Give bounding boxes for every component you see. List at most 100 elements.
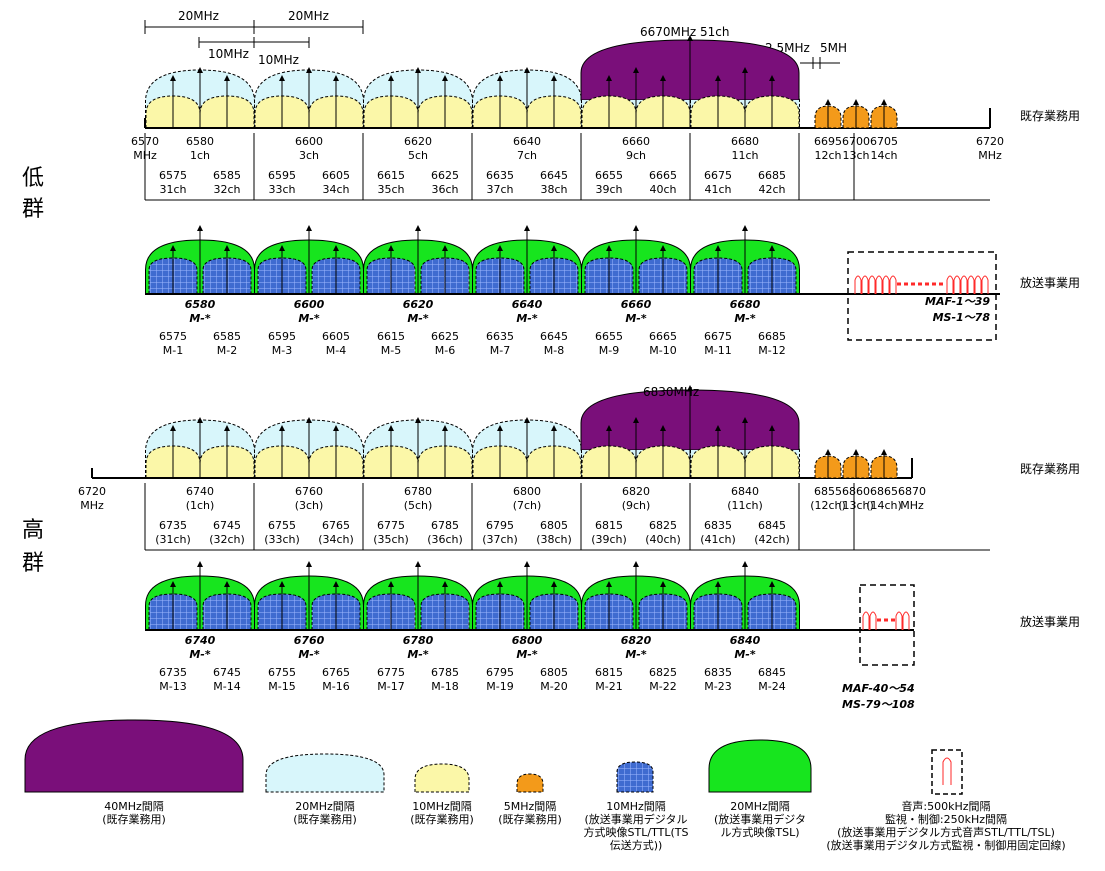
sub-m-9: M-22 [649, 680, 676, 693]
box-line-1: MS-1～78 [933, 311, 991, 324]
sub-ch-8: (39ch) [591, 533, 627, 546]
sub-freq-9: 6825 [649, 666, 677, 679]
sub-freq-3: 6765 [322, 519, 350, 532]
sub-m-8: M-21 [595, 680, 622, 693]
start-unit: MHz [133, 149, 157, 162]
main-freq-4: 6820 [621, 634, 652, 647]
sub-freq-1: 6745 [213, 666, 241, 679]
sub-freq-1: 6585 [213, 169, 241, 182]
low-broadcast-spectrum: 6580M-*6600M-*6620M-*6640M-*6660M-*6680M… [145, 228, 1000, 357]
main-freq-1: 6600 [294, 298, 325, 311]
end-freq: 6870 [898, 485, 926, 498]
legend-audio-peak [943, 758, 951, 785]
sub-freq-7: 6645 [540, 169, 568, 182]
sub-freq-11: 6685 [758, 169, 786, 182]
sub-ch-6: (37ch) [482, 533, 518, 546]
main-freq-2: 6780 [403, 634, 434, 647]
sub-ch-9: 40ch [649, 183, 676, 196]
measure-10mhz-right: 10MHz [258, 53, 299, 67]
small-ch-1: 13ch [842, 149, 869, 162]
sub-freq-2: 6755 [268, 666, 296, 679]
start-unit: MHz [80, 499, 104, 512]
legend-yellow-shape [415, 764, 469, 792]
sub-ch-11: (42ch) [754, 533, 790, 546]
main-freq-4: 6660 [621, 298, 652, 311]
sub-m-10: M-23 [704, 680, 731, 693]
main-freq-2: 6620 [403, 298, 434, 311]
sub-m-5: M-6 [435, 344, 455, 357]
sub-ch-10: 41ch [704, 183, 731, 196]
high-existing-spectrum: 6740(1ch)6760(3ch)6780(5ch)6800(7ch)6820… [78, 388, 990, 550]
audio-peak-1 [870, 612, 876, 630]
legend-purple-shape [25, 720, 243, 792]
sub-freq-4: 6775 [377, 666, 405, 679]
main-m-4: M-* [625, 648, 647, 661]
audio-peak-5 [890, 276, 896, 294]
sub-ch-4: 35ch [377, 183, 404, 196]
sub-freq-4: 6615 [377, 169, 405, 182]
small-ch-2: 14ch [870, 149, 897, 162]
sub-m-10: M-11 [704, 344, 731, 357]
legend-label-4-2: 方式映像STL/TTL(TS [584, 825, 689, 839]
main-freq-0: 6580 [186, 135, 214, 148]
main-m-3: M-* [516, 648, 538, 661]
sub-m-5: M-18 [431, 680, 458, 693]
sub-ch-3: (34ch) [318, 533, 354, 546]
sub-freq-11: 6685 [758, 330, 786, 343]
legend-label-6-3: (放送事業用デジタル方式監視・制御用固定回線) [826, 838, 1065, 852]
sub-freq-8: 6815 [595, 666, 623, 679]
small-freq-2: 6865 [870, 485, 898, 498]
sub-m-3: M-16 [322, 680, 349, 693]
main-freq-1: 6600 [295, 135, 323, 148]
legend-green-shape [709, 740, 811, 792]
sub-freq-10: 6835 [704, 519, 732, 532]
audio-peak-2 [869, 276, 875, 294]
sub-freq-3: 6605 [322, 330, 350, 343]
end-unit: MHz [978, 149, 1002, 162]
legend-orange-shape [517, 774, 543, 792]
legend-label-0-0: 40MHz間隔 [104, 800, 164, 813]
sub-m-11: M-12 [758, 344, 785, 357]
legend-label-3-0: 5MHz間隔 [504, 800, 557, 813]
end-unit: MHz [900, 499, 924, 512]
sub-freq-6: 6635 [486, 169, 514, 182]
sub-m-9: M-10 [649, 344, 676, 357]
sub-freq-4: 6775 [377, 519, 405, 532]
sub-freq-0: 6735 [159, 666, 187, 679]
main-freq-5: 6680 [731, 135, 759, 148]
sub-ch-2: 33ch [268, 183, 295, 196]
small-ch-2: (14ch) [866, 499, 902, 512]
sub-ch-9: (40ch) [645, 533, 681, 546]
end-freq: 6720 [976, 135, 1004, 148]
sub-freq-9: 6665 [649, 330, 677, 343]
small-freq-1: 6860 [842, 485, 870, 498]
main-freq-2: 6780 [404, 485, 432, 498]
main-m-4: M-* [625, 312, 647, 325]
start-freq: 6720 [78, 485, 106, 498]
legend-label-2-0: 10MHz間隔 [412, 800, 472, 813]
start-freq: 6570 [131, 135, 159, 148]
main-freq-2: 6620 [404, 135, 432, 148]
audio-peak-2 [896, 612, 902, 630]
box-line-0: MAF-40～54 [842, 682, 915, 695]
sub-m-3: M-4 [326, 344, 346, 357]
sub-freq-9: 6825 [649, 519, 677, 532]
main-freq-4: 6820 [622, 485, 650, 498]
sub-freq-1: 6745 [213, 519, 241, 532]
sub-ch-7: 38ch [540, 183, 567, 196]
sub-m-0: M-1 [163, 344, 183, 357]
legend-label-6-2: (放送事業用デジタル方式音声STL/TTL/TSL) [837, 825, 1055, 839]
audio-peak-0 [863, 612, 869, 630]
sub-ch-10: (41ch) [700, 533, 736, 546]
legend-lightblue-shape [266, 754, 384, 792]
sub-freq-1: 6585 [213, 330, 241, 343]
main-freq-3: 6800 [512, 634, 543, 647]
main-freq-3: 6640 [513, 135, 541, 148]
small-ch-0: 12ch [814, 149, 841, 162]
sub-freq-5: 6785 [431, 519, 459, 532]
high-broadcast-label: 放送事業用 [1020, 614, 1080, 629]
sub-freq-6: 6795 [486, 666, 514, 679]
main-m-3: M-* [516, 312, 538, 325]
sub-m-11: M-24 [758, 680, 785, 693]
sub-freq-2: 6755 [268, 519, 296, 532]
